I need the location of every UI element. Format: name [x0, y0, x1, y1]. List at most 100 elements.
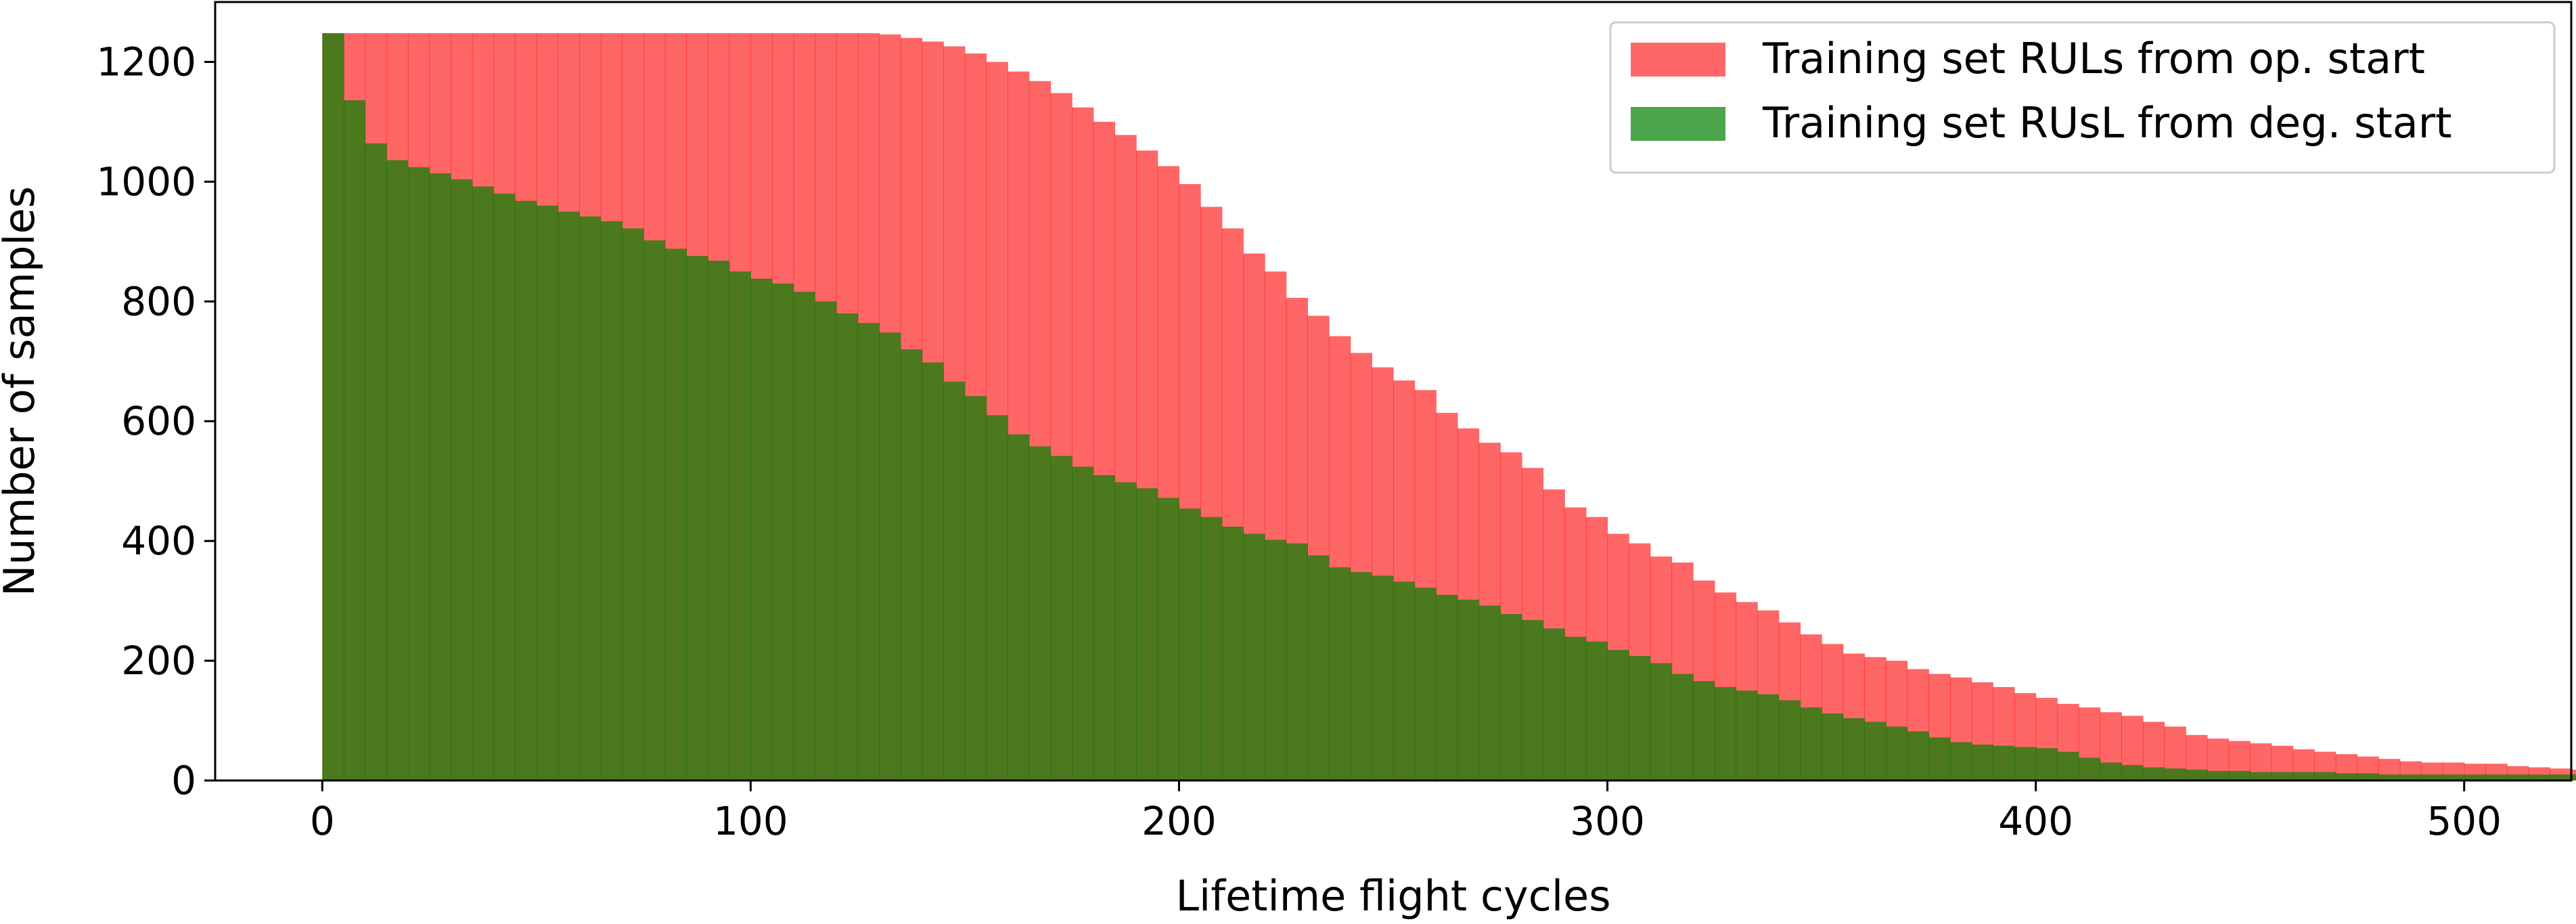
hist-bar: [515, 200, 537, 780]
y-axis-label: Number of samples: [0, 186, 44, 596]
hist-bar: [1886, 726, 1908, 780]
hist-bar: [2207, 770, 2230, 780]
hist-bar: [1008, 434, 1030, 780]
hist-bar: [558, 211, 580, 781]
hist-bar: [2421, 774, 2443, 780]
hist-bar: [1243, 533, 1265, 780]
y-tick-label: 1200: [96, 39, 196, 85]
hist-bar: [772, 283, 794, 780]
x-tick-label: 0: [310, 798, 335, 844]
hist-bar: [2186, 770, 2208, 780]
hist-bar: [1629, 656, 1651, 780]
hist-bar: [1221, 526, 1244, 780]
hist-bar: [1179, 508, 1201, 780]
hist-bar: [729, 271, 751, 781]
hist-bar: [943, 381, 966, 780]
hist-bar: [986, 415, 1008, 780]
hist-bar: [1457, 599, 1480, 780]
hist-bar: [2550, 774, 2572, 780]
y-tick-label: 400: [121, 518, 196, 564]
hist-bar: [386, 160, 409, 781]
hist-bar: [1329, 567, 1351, 780]
hist-bar: [1307, 555, 1330, 780]
hist-bar: [2142, 767, 2165, 780]
hist-bar: [2528, 774, 2550, 780]
hist-bar: [1265, 540, 1287, 780]
hist-bar: [1136, 488, 1158, 780]
plot-frame: [214, 1, 2573, 782]
hist-bar: [2078, 757, 2101, 780]
hist-bar: [2357, 773, 2379, 780]
hist-bar: [964, 396, 987, 780]
hist-bar: [1286, 543, 1308, 780]
hist-bar: [429, 173, 451, 780]
hist-bar: [1072, 466, 1094, 780]
hist-bar: [2014, 747, 2037, 780]
ticks-layer: 0 100 200 300 400 500 0 200 400 600 800 1000 1200: [96, 39, 2502, 844]
hist-bar: [1543, 628, 1565, 780]
y-tick-label: 800: [121, 278, 196, 324]
hist-bar: [815, 301, 837, 780]
legend-box: [1609, 21, 2556, 174]
hist-bar: [1907, 731, 1929, 780]
hist-bar: [686, 256, 708, 781]
hist-bar: [1114, 482, 1137, 780]
hist-bar: [1928, 737, 1951, 780]
hist-bar: [600, 221, 623, 780]
hist-bar: [708, 261, 730, 781]
x-tick-label: 500: [2426, 798, 2502, 844]
hist-bar: [1714, 687, 1737, 780]
hist-bar: [322, 33, 344, 780]
hist-bar: [1372, 575, 1394, 780]
hist-bar: [900, 349, 923, 780]
x-axis-label: Lifetime flight cycles: [1175, 871, 1610, 921]
hist-bar: [2571, 774, 2576, 780]
hist-bar: [1478, 605, 1501, 780]
hist-bar: [1671, 674, 1694, 780]
hist-bar: [2314, 772, 2336, 780]
hist-bar: [1822, 713, 1844, 780]
hist-bar: [1200, 516, 1223, 780]
y-tick-label: 0: [171, 757, 196, 804]
hist-bar: [2057, 751, 2079, 780]
hist-bar: [2164, 768, 2186, 780]
hist-bar: [579, 216, 602, 780]
hist-bar: [1864, 722, 1886, 780]
hist-bar: [1843, 718, 1865, 780]
hist-bar: [664, 248, 687, 780]
hist-bar: [1350, 572, 1372, 780]
x-tick-label: 300: [1570, 798, 1645, 844]
hist-bar: [1393, 581, 1416, 780]
y-tick-label: 1000: [96, 158, 196, 204]
hist-bar: [793, 292, 815, 781]
hist-bar: [2399, 774, 2422, 780]
hist-bar: [836, 313, 859, 780]
hist-bar: [1521, 619, 1544, 780]
hist-bar: [2271, 772, 2294, 780]
hist-bar: [2378, 774, 2401, 780]
hist-bar: [1693, 681, 1715, 780]
legend-label-op-start: Training set RULs from op. start: [1762, 34, 2425, 83]
hist-bar: [857, 323, 880, 781]
hist-bar: [2228, 770, 2251, 780]
hist-bar: [2250, 772, 2272, 780]
hist-bar: [343, 100, 366, 781]
series-1: [322, 33, 2576, 781]
hist-bar: [2121, 765, 2144, 780]
legend-swatch-deg-start: [1631, 107, 1725, 141]
hist-bar: [2035, 748, 2058, 780]
hist-bar: [1500, 614, 1522, 780]
hist-bar: [1800, 707, 1822, 780]
x-tick-label: 100: [713, 798, 788, 844]
bars-layer: [322, 33, 2576, 781]
hist-bar: [493, 194, 516, 781]
hist-bar: [1950, 742, 1972, 780]
hist-bar: [750, 278, 773, 780]
hist-bar: [451, 179, 473, 780]
hist-bar: [922, 362, 944, 780]
hist-bar: [879, 332, 901, 780]
legend: Training set RULs from op. start Trainin…: [1609, 21, 2556, 174]
legend-label-deg-start: Training set RUsL from deg. start: [1762, 98, 2452, 148]
hist-bar: [1436, 594, 1458, 780]
